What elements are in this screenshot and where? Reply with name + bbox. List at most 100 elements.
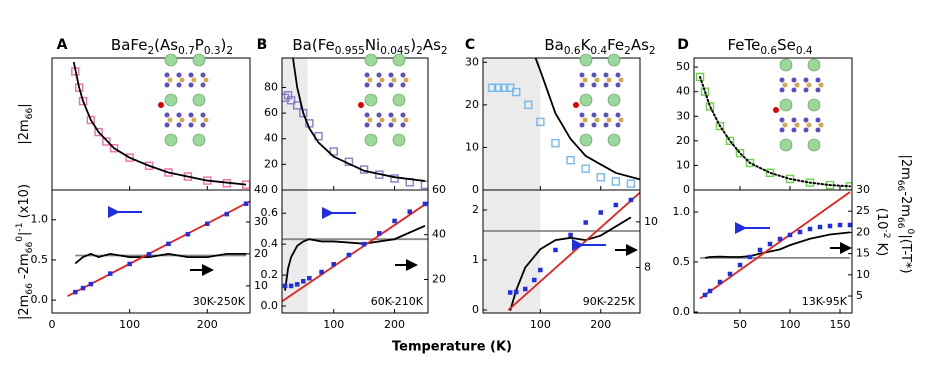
crystal-inset [773, 58, 824, 152]
point [513, 289, 519, 295]
atom [400, 82, 406, 88]
point [700, 87, 710, 96]
atom [164, 133, 178, 147]
atom [791, 87, 797, 93]
atom [582, 77, 588, 83]
point [797, 229, 803, 235]
atom [400, 122, 406, 128]
point [422, 201, 428, 207]
point [787, 232, 793, 238]
atom [779, 117, 785, 123]
label-part: 66 [896, 217, 906, 229]
line [507, 191, 640, 311]
line [67, 200, 250, 297]
label-part: 0.955 [335, 45, 365, 57]
point [512, 87, 521, 97]
range-label: 60K-210K [371, 295, 424, 308]
atom [164, 122, 170, 128]
point [715, 121, 725, 131]
label-part: K [581, 36, 592, 54]
point [735, 148, 745, 158]
atom [794, 82, 800, 88]
atom [618, 77, 624, 83]
label-part: Ni [365, 36, 380, 54]
label-part: 2 [624, 45, 631, 57]
label-part: (As [154, 36, 178, 54]
x-tick-label: 150 [830, 318, 851, 331]
atom [203, 77, 209, 83]
atom [188, 72, 194, 78]
x-tick-label: 100 [530, 318, 551, 331]
plot-area [282, 58, 428, 190]
y-tick-label: 0 [472, 303, 479, 316]
point [737, 262, 743, 268]
point [837, 222, 843, 228]
panel-title: Ba0.6K0.4Fe2As2 [544, 36, 655, 58]
panel-title: BaFe2(As0.7P0.3)2 [111, 36, 233, 58]
range-label: 90K-225K [583, 295, 636, 308]
atom [192, 133, 206, 147]
point [807, 226, 813, 232]
point [499, 83, 509, 93]
point [319, 269, 324, 275]
atom [158, 102, 164, 108]
atom [615, 112, 621, 118]
atom [773, 107, 779, 113]
point [493, 83, 503, 93]
point [86, 115, 96, 125]
point [551, 138, 560, 148]
atom [607, 53, 621, 67]
y-tick-label: 0.5 [31, 253, 49, 266]
atom [807, 58, 821, 72]
atom [579, 93, 593, 107]
point [144, 161, 154, 170]
line [699, 75, 851, 188]
label-part: (10 [875, 208, 890, 230]
label-part: | [17, 232, 32, 236]
atom [179, 117, 185, 123]
atom [615, 122, 621, 128]
line [74, 252, 247, 265]
crystal-inset [358, 53, 409, 147]
y-tick-label: 20 [264, 157, 278, 170]
point [125, 153, 134, 162]
atom [388, 82, 394, 88]
shaded-region [483, 58, 541, 190]
label-part: 2 [649, 45, 656, 57]
plot-area [67, 200, 250, 297]
atom [376, 112, 382, 118]
point [532, 277, 537, 283]
y2-tick-label: 25 [856, 204, 870, 217]
panel-title: FeTe0.6Se0.4 [727, 36, 812, 58]
point [598, 210, 603, 215]
atom [203, 117, 209, 123]
point [392, 218, 397, 224]
y-tick-label: 40 [264, 132, 278, 145]
x-tick-label: 100 [119, 318, 140, 331]
atom [192, 93, 206, 107]
atom [400, 72, 406, 78]
atom [364, 53, 378, 67]
atom [807, 138, 821, 152]
point [102, 137, 111, 146]
atom [188, 82, 194, 88]
y-tick-label: 0 [271, 183, 278, 196]
atom [191, 77, 197, 83]
point [583, 220, 588, 225]
y2-tick-label: 30 [856, 183, 870, 196]
point [88, 281, 94, 287]
atom [200, 112, 206, 118]
atom [779, 138, 793, 152]
atom [618, 117, 624, 123]
y-tick-label: 1 [472, 253, 479, 266]
line [282, 201, 428, 303]
point [286, 96, 296, 105]
atom [815, 117, 821, 123]
point [507, 290, 513, 295]
atom [400, 112, 406, 118]
y2-tick-label: 20 [432, 272, 446, 285]
point [847, 222, 852, 228]
atom [806, 122, 812, 128]
atom [603, 82, 609, 88]
